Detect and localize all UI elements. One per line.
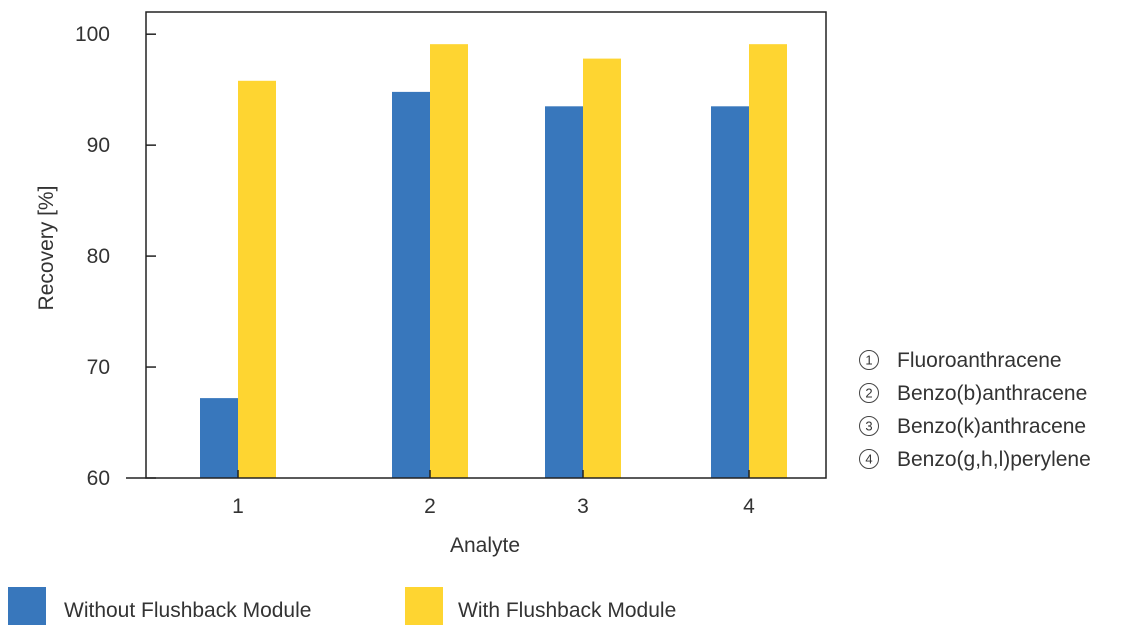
legend-swatch — [8, 587, 46, 625]
x-tick-label: 3 — [577, 495, 589, 518]
bar-with-flushback-analyte-3 — [583, 58, 621, 478]
analyte-key-name: Benzo(g,h,l)perylene — [897, 448, 1091, 471]
legend-swatch — [405, 587, 443, 625]
y-axis-label: Recovery [%] — [35, 186, 58, 311]
analyte-key-name: Fluoroanthracene — [897, 349, 1062, 372]
bar-without-flushback-analyte-2 — [392, 91, 430, 478]
bar-with-flushback-analyte-1 — [238, 80, 276, 479]
series-legend: Without Flushback Module With Flushback M… — [8, 587, 676, 625]
bar-group — [200, 44, 787, 479]
analyte-key-number: 1 — [865, 353, 872, 368]
bar-without-flushback-analyte-1 — [200, 398, 238, 478]
y-tick-label: 70 — [87, 356, 110, 379]
plot-frame — [145, 11, 827, 479]
analyte-key-number: 3 — [865, 419, 872, 434]
legend-label: Without Flushback Module — [64, 599, 311, 622]
x-axis-label: Analyte — [450, 534, 520, 557]
number-circle-icon — [859, 350, 879, 370]
y-tick-label: 100 — [75, 23, 110, 46]
y-tick-label: 90 — [87, 134, 110, 157]
axes — [145, 11, 827, 479]
bar-without-flushback-analyte-4 — [711, 106, 749, 479]
x-tick-label: 2 — [424, 495, 436, 518]
y-tick-label: 80 — [87, 245, 110, 268]
analyte-key-number: 2 — [865, 386, 872, 401]
x-tick-label: 4 — [743, 495, 755, 518]
tick-group: 60 70 80 90 100 1 2 3 4 — [75, 23, 755, 518]
bar-with-flushback-analyte-2 — [430, 44, 468, 479]
bar-with-flushback-analyte-4 — [749, 44, 787, 479]
x-tick-label: 1 — [232, 495, 244, 518]
analyte-key-name: Benzo(b)anthracene — [897, 382, 1087, 405]
number-circle-icon — [859, 449, 879, 469]
number-circle-icon — [859, 416, 879, 436]
legend-label: With Flushback Module — [458, 599, 676, 622]
analyte-key-name: Benzo(k)anthracene — [897, 415, 1086, 438]
bar-without-flushback-analyte-3 — [545, 106, 583, 479]
number-circle-icon — [859, 383, 879, 403]
analyte-key-number: 4 — [865, 452, 872, 467]
analyte-key: 1 Fluoroanthracene 2 Benzo(b)anthracene 3 Ben… — [859, 349, 1091, 471]
y-tick-label: 60 — [87, 467, 110, 490]
